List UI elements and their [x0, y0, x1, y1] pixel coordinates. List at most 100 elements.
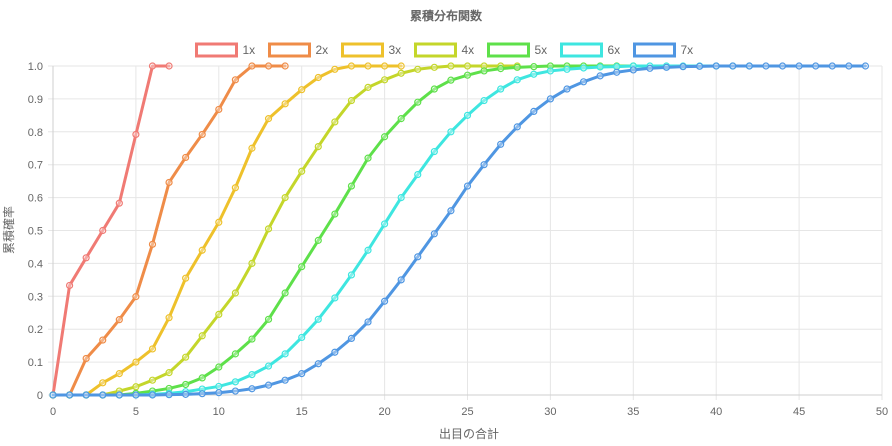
data-point — [215, 389, 223, 397]
data-point — [795, 62, 803, 70]
data-point — [182, 274, 190, 282]
data-point — [148, 391, 157, 399]
data-point — [148, 376, 157, 384]
x-axis-title: 出目の合計 — [439, 426, 499, 441]
data-point — [132, 391, 140, 399]
data-point — [298, 86, 306, 94]
data-point — [331, 118, 339, 126]
data-point — [231, 350, 239, 358]
data-point — [579, 64, 588, 72]
y-tick-label: 0.5 — [28, 226, 43, 238]
legend-swatch — [560, 42, 603, 58]
data-point — [463, 71, 472, 79]
data-point — [480, 62, 488, 70]
data-point — [264, 381, 273, 389]
y-tick-label: 0.2 — [28, 324, 43, 336]
data-point — [331, 348, 339, 356]
data-point — [463, 62, 472, 70]
data-point — [148, 62, 157, 70]
data-point — [331, 65, 339, 73]
data-point — [696, 62, 704, 70]
data-point — [231, 184, 239, 192]
data-point — [65, 391, 74, 399]
data-point — [215, 218, 223, 226]
data-point — [298, 167, 306, 175]
data-point — [430, 63, 438, 71]
data-point — [248, 371, 256, 379]
series-7x — [49, 62, 870, 399]
data-point — [762, 62, 770, 70]
series-line — [51, 64, 519, 397]
axes: 0 5 10 15 20 25 30 35 40 45 50 0 0.1 0.2 0.3 0.4 0.5 0.6 0… — [28, 61, 888, 418]
data-point — [148, 345, 157, 353]
y-tick-label: 0.4 — [28, 258, 43, 270]
data-point — [264, 225, 273, 233]
data-point — [115, 391, 123, 399]
x-tick-label: 50 — [876, 406, 888, 418]
data-point — [298, 263, 306, 271]
data-point — [198, 332, 206, 340]
data-point — [281, 289, 289, 297]
data-point — [530, 107, 538, 116]
data-point — [248, 259, 256, 267]
data-point — [165, 369, 173, 377]
legend-swatch — [195, 42, 238, 58]
legend-swatch — [487, 42, 530, 58]
x-tick-label: 5 — [133, 406, 139, 418]
data-point — [530, 70, 538, 78]
data-point — [182, 153, 190, 162]
legend-swatch — [414, 42, 457, 58]
data-point — [364, 318, 372, 326]
y-tick-label: 0.1 — [28, 357, 43, 369]
data-point — [629, 66, 637, 74]
data-point — [430, 147, 438, 156]
data-point — [828, 62, 836, 70]
data-point — [381, 297, 389, 305]
data-point — [397, 62, 405, 70]
data-point — [215, 382, 223, 391]
data-point — [99, 336, 107, 344]
data-point — [264, 362, 273, 370]
data-point — [397, 194, 405, 202]
data-point — [347, 96, 356, 105]
data-point — [745, 62, 753, 70]
data-point — [480, 161, 488, 169]
data-point — [447, 76, 455, 84]
data-point — [115, 370, 123, 378]
data-point — [248, 335, 256, 343]
data-point — [132, 293, 140, 301]
data-point — [65, 281, 74, 290]
data-point — [215, 105, 223, 114]
series-1x — [49, 62, 173, 399]
series-line — [51, 64, 171, 397]
legend-item-3x: 3x — [341, 42, 401, 58]
data-point — [281, 376, 289, 384]
data-point — [347, 182, 356, 190]
data-point — [215, 363, 223, 371]
data-point — [414, 170, 422, 179]
data-point — [397, 69, 405, 77]
legend-item-6x: 6x — [560, 42, 620, 58]
data-point — [497, 140, 505, 148]
x-tick-label: 35 — [627, 406, 639, 418]
y-axis-title: 累積確率 — [1, 206, 16, 254]
data-point — [281, 350, 289, 358]
data-point — [364, 62, 372, 70]
data-point — [414, 253, 422, 261]
legend-item-2x: 2x — [268, 42, 328, 58]
data-point — [347, 271, 356, 279]
x-tick-label: 0 — [50, 406, 56, 418]
data-point — [778, 62, 787, 70]
data-point — [99, 379, 107, 387]
data-point — [99, 226, 107, 235]
legend-swatch — [633, 42, 676, 58]
data-point — [364, 246, 372, 254]
data-point — [729, 62, 737, 70]
data-point — [347, 62, 356, 70]
data-point — [215, 310, 223, 318]
data-point — [82, 391, 90, 399]
data-point — [430, 85, 438, 93]
series-line — [51, 64, 403, 397]
data-point — [298, 333, 306, 342]
data-point — [563, 85, 571, 93]
